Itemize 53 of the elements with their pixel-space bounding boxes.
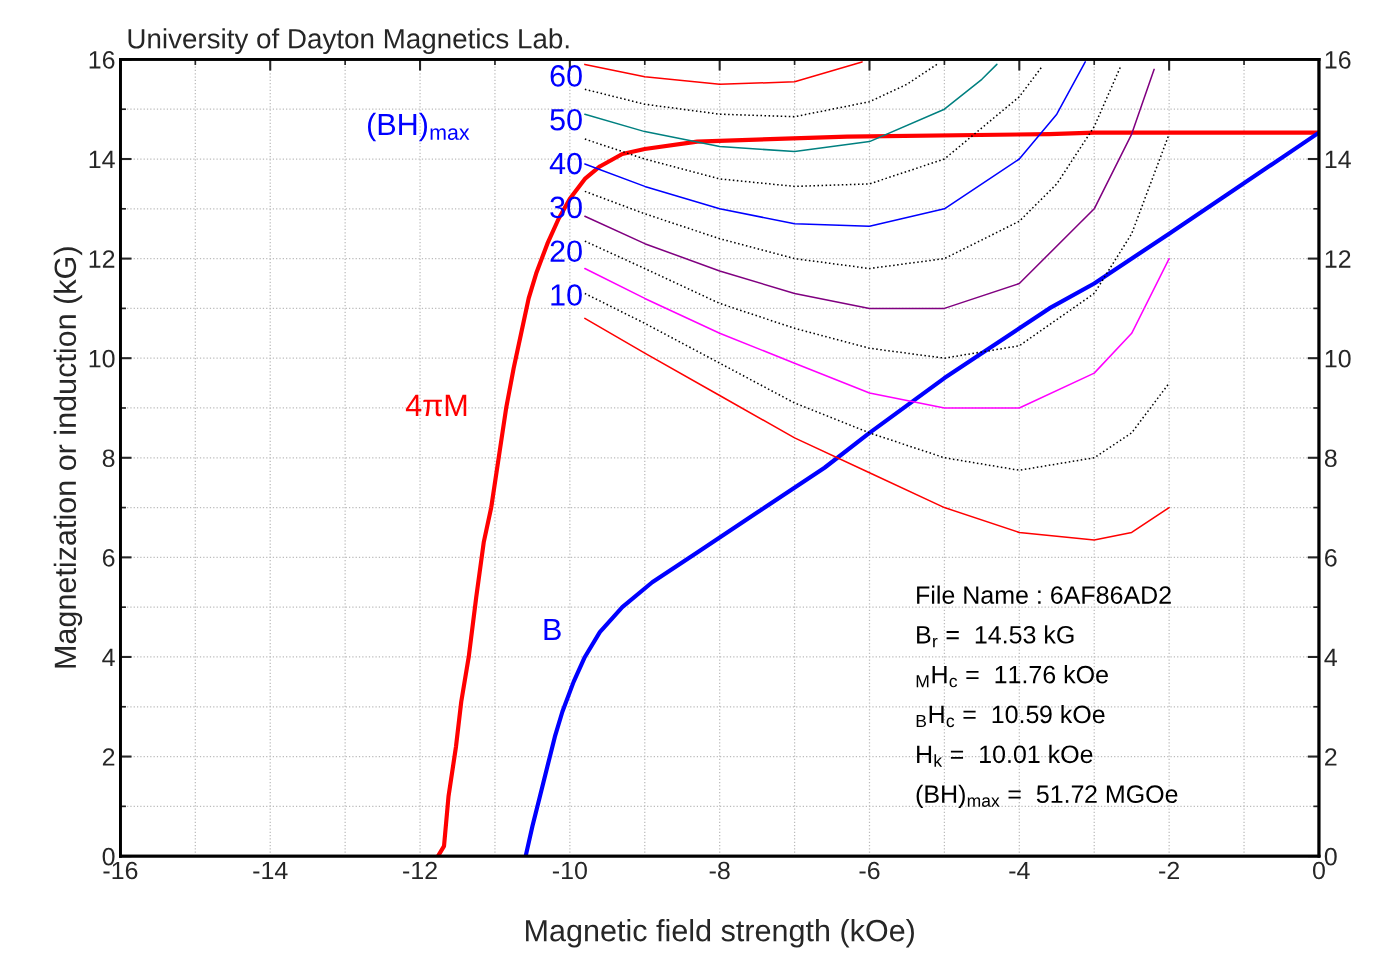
annotation: 50 [550,108,582,131]
line-series [584,317,1170,541]
line-series [584,61,863,86]
annotation: 10 [551,284,582,306]
line-series [584,63,938,118]
line-series [584,66,1043,188]
line-series [584,63,998,153]
annotation: B$_{r}$ = 14.53 kG [917,625,1074,648]
x-tick-label: -8 [709,861,730,880]
annotation: $_{M}$H$_{c}$ = 11.76 kOe [916,665,1108,688]
y2-tick-label: 16 [1325,51,1351,69]
x-tick-label: -4 [1009,861,1030,880]
y-tick-label: 6 [102,548,115,567]
y-tick-label: 16 [89,51,115,69]
line-series [584,133,1170,359]
y-axis-title: Magnetization or induction (kG) [53,247,83,668]
annotation: $_{B}$H$_{c}$ = 10.59 kOe [916,704,1105,728]
y2-tick-label: 0 [1324,847,1337,866]
annotation: File Name : 6AF86AD2 [917,585,1171,604]
line-series [584,68,1155,310]
y-tick-label: 12 [89,250,115,268]
y2-tick-label: 14 [1325,150,1351,169]
x-tick-label: 0 [1312,861,1325,880]
annotation: H$_{k}$ = 10.01 kOe [917,744,1093,767]
x-tick-label: -12 [403,861,437,880]
x-tick-label: -6 [859,861,880,880]
line-series [584,66,1122,270]
annotation: (BH)$_{max}$ = 51.72 MGOe [916,784,1178,808]
chart-title: University of Dayton Magnetics Lab. [128,28,569,55]
y2-tick-label: 10 [1325,349,1351,368]
line-series [584,61,1087,227]
x-tick-label: -14 [253,861,288,880]
line-series [584,292,1170,471]
y-tick-label: 4 [102,648,115,667]
series-label: 4πM [405,394,467,417]
line-series [584,257,1170,409]
y-tick-label: 14 [89,150,115,169]
annotation: 60 [550,65,582,87]
annotation: 20 [550,240,582,263]
x-tick-label: -10 [552,861,587,880]
y-tick-label: 10 [89,349,115,368]
y-tick-label: 8 [102,449,115,468]
y-tick-label: 2 [102,748,115,766]
series-label: B [544,618,561,640]
x-axis-title: Magnetic field strength (kOe) [526,919,914,948]
x-tick-label: -2 [1159,861,1179,880]
y2-tick-label: 8 [1324,449,1337,468]
y2-tick-label: 12 [1325,250,1351,268]
y2-tick-label: 6 [1325,548,1337,567]
annotation: 40 [549,152,582,175]
y2-tick-label: 4 [1324,648,1337,667]
annotation: (BH)$_{max}$ [368,112,470,142]
y2-tick-label: 2 [1325,748,1337,766]
